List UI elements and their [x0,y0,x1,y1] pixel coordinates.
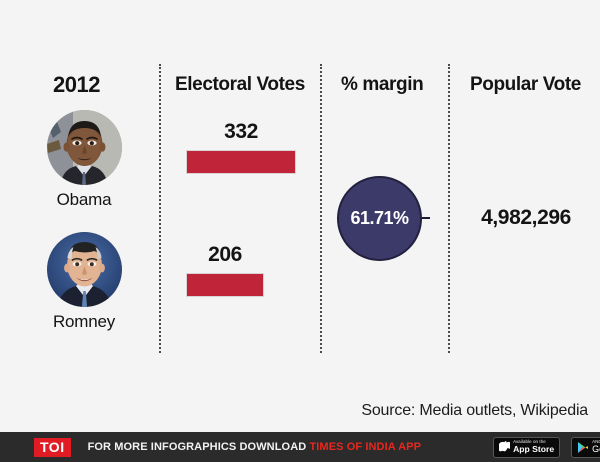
app-store-badge[interactable]: Available on the App Store [493,436,561,458]
toi-logo[interactable]: TOI [34,437,71,457]
electoral-votes-header: Electoral Votes [175,74,305,95]
app-store-badge-bottom-line: App Store [513,444,555,455]
promo-text-white: FOR MORE INFOGRAPHICS DOWNLOAD [87,441,310,453]
electoral-votes-bar-romney [186,273,264,297]
margin-header: % margin [341,74,424,95]
google-play-badge-bottom-line: Google play [592,443,600,454]
column-divider-1 [159,64,161,353]
electoral-votes-row-obama: 332 [186,120,296,174]
promo-bar: TOI FOR MORE INFOGRAPHICS DOWNLOAD TIMES… [0,432,600,462]
google-play-badge-top-line: ANDROID APP ON [592,439,600,445]
google-play-icon [578,441,589,453]
candidate-obama: Obama [34,110,134,210]
promo-text-red: TIMES OF INDIA APP [309,441,422,453]
romney-portrait-photo [46,232,122,307]
margin-bubble-obama: 61.71% [337,176,422,261]
margin-leader-line [414,217,430,219]
candidate-romney: Romney [34,232,134,332]
margin-value-obama: 61.71% [350,208,409,228]
column-divider-2 [320,64,322,353]
apple-logo-icon [499,440,511,451]
candidate-name-obama: Obama [56,190,112,209]
source-note: Source: Media outlets, Wikipedia [361,402,588,419]
promo-text: FOR MORE INFOGRAPHICS DOWNLOAD TIMES OF … [88,441,421,453]
popular-vote-header: Popular Vote [470,74,581,95]
app-store-badge-top-line: Available on the [513,439,546,445]
electoral-votes-bar-obama [186,150,296,174]
popular-vote-value-obama: 4,982,296 [481,206,571,229]
obama-portrait-photo [46,110,122,185]
google-play-badge[interactable]: ANDROID APP ON Google play [571,436,600,458]
year-header: 2012 [53,72,100,97]
column-divider-3 [448,64,450,353]
electoral-votes-value-obama: 332 [224,120,258,143]
electoral-votes-value-romney: 206 [208,243,242,266]
electoral-votes-row-romney: 206 [186,243,264,297]
candidate-name-romney: Romney [52,312,116,331]
